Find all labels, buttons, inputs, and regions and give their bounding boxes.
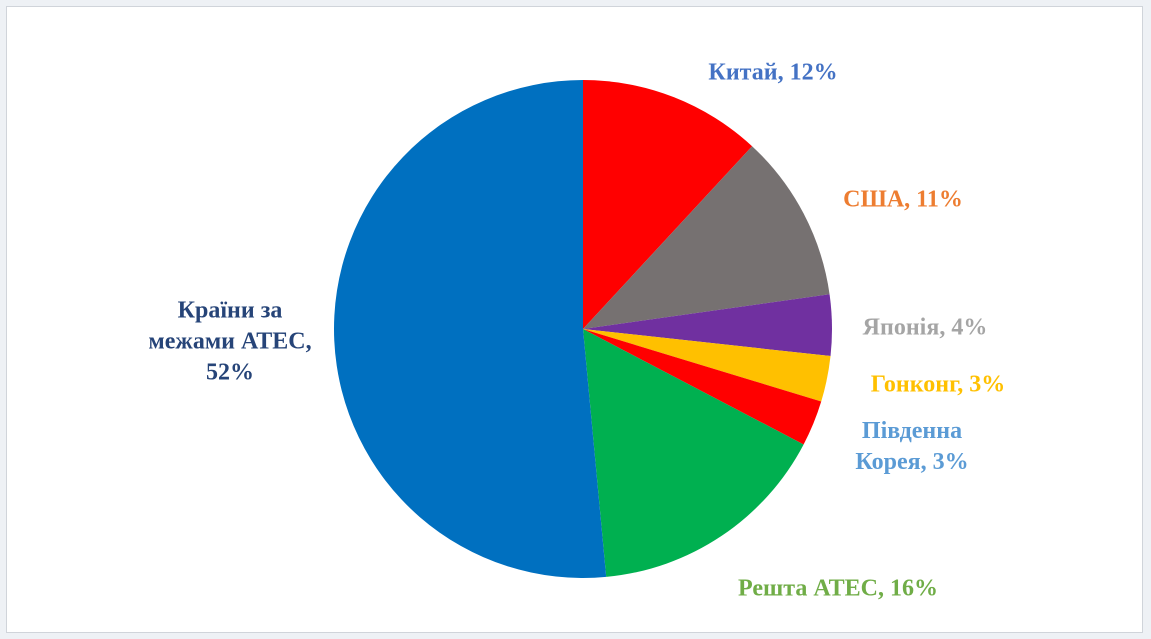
data-label: Китай, 12% [708,59,838,86]
data-label: Японія, 4% [862,314,988,341]
pie-slice [583,329,831,402]
pie-slice [583,294,832,357]
pie-slice [583,329,804,577]
data-label: США, 11% [843,186,963,213]
pie-slice [583,146,830,329]
pie-slice [583,329,822,445]
data-label: Південна Корея, 3% [855,418,969,475]
data-label: Решта АТЕС, 16% [738,575,938,602]
pie-slice [583,80,753,329]
data-label: Гонконг, 3% [870,371,1006,398]
pie-slice [333,80,607,578]
data-label: Країни за межами АТЕС, 52% [148,297,312,386]
